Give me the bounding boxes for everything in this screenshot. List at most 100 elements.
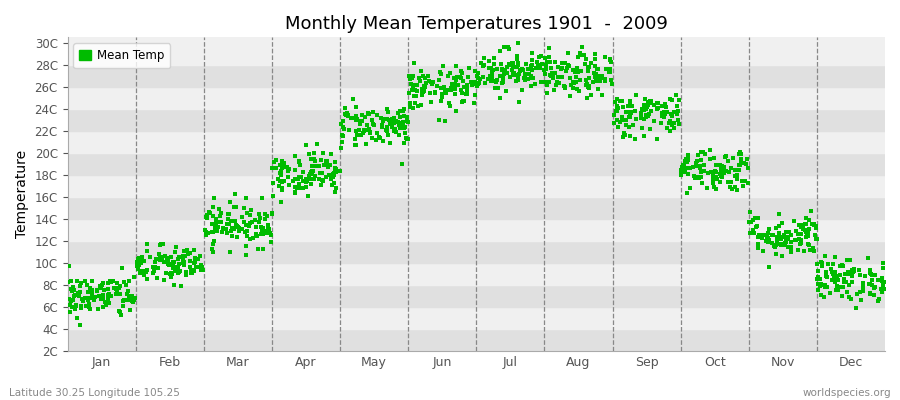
Point [224,227,238,234]
Point [681,153,696,160]
Point [525,67,539,73]
Point [378,116,392,122]
Point [562,75,577,81]
Point [740,156,754,162]
Point [703,147,717,153]
Point [806,248,821,254]
Point [715,166,729,173]
Point [68,302,83,309]
Point [157,259,171,265]
Point [120,291,134,297]
Point [90,306,104,312]
Point [506,64,520,70]
Point [644,108,658,114]
Point [825,276,840,283]
Point [202,209,216,216]
Point [156,241,170,247]
Point [103,278,117,285]
Point [837,278,851,285]
Point [395,160,410,167]
Point [328,188,342,195]
Point [472,80,486,87]
Point [755,235,770,241]
Point [341,113,356,119]
Point [161,257,176,264]
Point [604,59,618,66]
Point [164,274,178,280]
Point [735,178,750,185]
Point [161,261,176,268]
Point [563,93,578,100]
Point [328,158,342,165]
Point [622,114,636,120]
Point [715,166,729,172]
Point [746,226,760,233]
Point [135,268,149,275]
Point [801,217,815,224]
Point [340,109,355,116]
Point [863,290,878,296]
Point [571,54,585,60]
Point [434,85,448,92]
Point [808,224,823,231]
Point [845,271,859,278]
Point [137,272,151,278]
Point [567,79,581,86]
Point [771,210,786,217]
Point [590,76,604,82]
Point [689,163,704,170]
Point [458,91,473,97]
Point [616,104,631,110]
Point [464,82,479,88]
Point [176,256,190,263]
Point [534,78,548,85]
Point [406,105,420,112]
Point [274,168,289,174]
Point [841,288,855,295]
Point [573,68,588,75]
Point [181,250,195,257]
Point [683,185,698,191]
Point [145,270,159,277]
Point [689,158,704,164]
Point [75,296,89,302]
Point [288,175,302,182]
Point [510,73,525,80]
Point [655,103,670,109]
Point [610,117,625,123]
Point [484,70,499,76]
Point [413,68,428,74]
Point [435,90,449,97]
Point [424,79,438,86]
Point [482,58,496,64]
Point [261,227,275,234]
Point [375,138,390,144]
Point [509,64,524,70]
Point [422,77,436,84]
Point [858,272,872,279]
Point [290,184,304,191]
Point [324,182,338,188]
Point [423,90,437,96]
Point [160,255,175,262]
Point [488,85,502,91]
Point [724,186,739,192]
Point [813,283,827,289]
Point [299,176,313,183]
Point [401,73,416,80]
Point [265,210,279,216]
Point [488,78,502,84]
Point [774,236,788,242]
Point [314,157,328,163]
Point [223,199,238,205]
Point [403,76,418,82]
Point [273,178,287,184]
Point [507,70,521,76]
Point [781,235,796,242]
Point [819,269,833,275]
Point [849,305,863,312]
Point [438,88,453,94]
Point [326,171,340,178]
Bar [68,285,885,307]
Point [803,247,817,253]
